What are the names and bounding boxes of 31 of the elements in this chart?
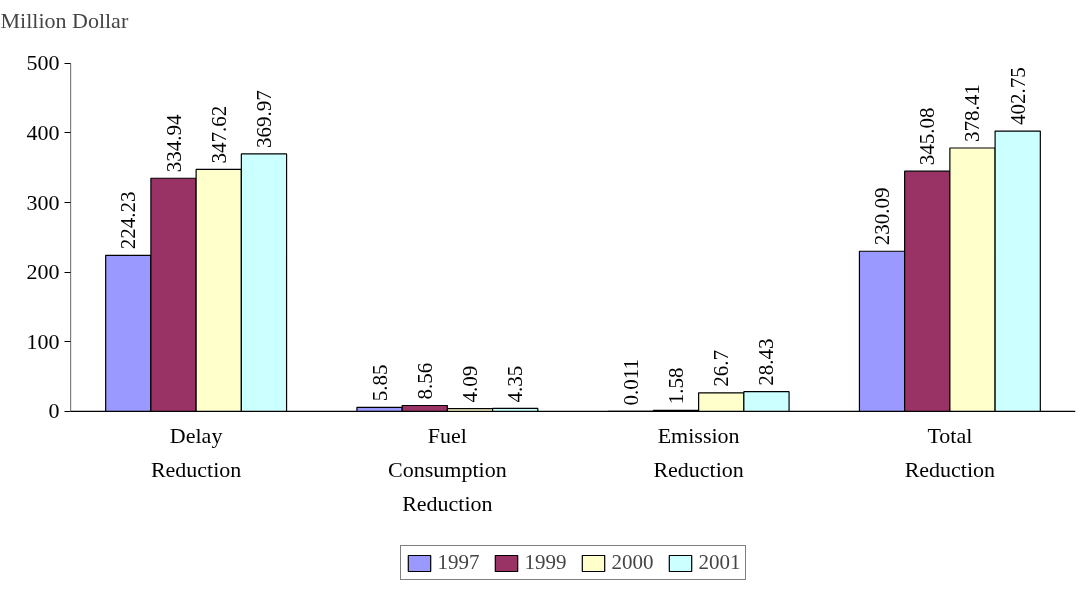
legend-label: 2000 [611, 550, 654, 575]
data-label: 28.43 [754, 338, 779, 386]
legend-label: 2001 [698, 550, 741, 575]
data-label: 378.41 [960, 84, 985, 142]
data-label: 1.58 [664, 367, 689, 405]
data-label: 334.94 [161, 114, 186, 173]
data-label: 347.62 [206, 105, 231, 164]
x-tick-label: Delay Reduction [150, 423, 242, 483]
legend-label: 1999 [524, 550, 567, 575]
data-label: 5.85 [367, 364, 392, 402]
data-label: 4.09 [457, 365, 482, 403]
x-tick-label: Total Reduction [904, 423, 996, 483]
legend-label: 1997 [437, 550, 480, 575]
y-tick-label: 200 [26, 259, 60, 285]
y-tick-label: 300 [26, 189, 60, 215]
data-label: 0.011 [618, 358, 643, 406]
data-label: 369.97 [251, 90, 276, 148]
data-label: 230.09 [870, 187, 895, 246]
y-tick-label: 500 [26, 50, 60, 76]
y-tick-label: 0 [48, 398, 60, 424]
x-tick-label: Fuel Consumption Reduction [388, 423, 507, 516]
data-label: 224.23 [116, 191, 141, 250]
data-label: 4.35 [503, 365, 528, 403]
data-label: 8.56 [412, 362, 437, 400]
x-tick-label: Emission Reduction [653, 423, 744, 483]
y-tick-label: 400 [26, 119, 60, 145]
data-label: 402.75 [1005, 67, 1030, 126]
y-axis-title: Million Dollar [0, 7, 129, 33]
data-label: 345.08 [915, 107, 940, 166]
y-tick-label: 100 [26, 328, 60, 354]
data-label: 26.7 [709, 350, 734, 387]
